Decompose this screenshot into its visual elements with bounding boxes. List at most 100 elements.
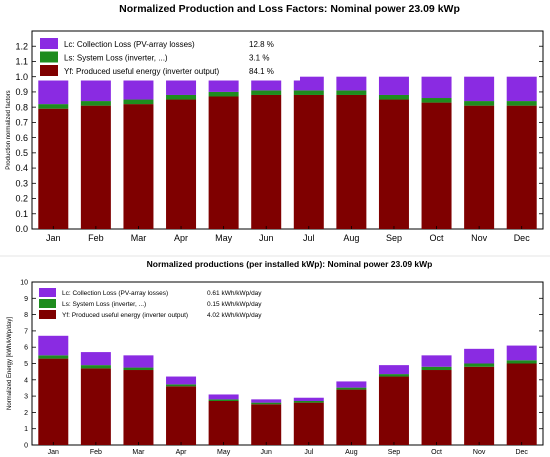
y-tick-label: 0.6 bbox=[15, 133, 28, 143]
legend-swatch bbox=[40, 51, 58, 63]
bar-useful-energy bbox=[506, 363, 537, 445]
x-tick-label: Oct bbox=[430, 233, 445, 243]
bar-useful-energy bbox=[208, 400, 239, 445]
y-tick-label: 1.2 bbox=[15, 41, 28, 51]
y-tick-label: 1.1 bbox=[15, 57, 28, 67]
bar-collection-loss bbox=[38, 76, 69, 105]
bar-system-loss bbox=[38, 355, 69, 359]
bar-system-loss bbox=[506, 101, 537, 106]
x-tick-label: Mar bbox=[132, 449, 145, 456]
y-tick-label: 0.0 bbox=[15, 224, 28, 234]
legend-swatch bbox=[39, 310, 56, 319]
legend-value: 84.1 % bbox=[249, 67, 274, 76]
y-tick-label: 1 bbox=[24, 426, 28, 433]
bar-system-loss bbox=[378, 374, 409, 377]
x-tick-label: Dec bbox=[514, 233, 531, 243]
bar-useful-energy bbox=[166, 99, 197, 230]
legend-label: Ls: System Loss (inverter, ...) bbox=[64, 54, 168, 63]
bar-system-loss bbox=[80, 101, 111, 106]
bar-useful-energy bbox=[293, 402, 324, 445]
x-tick-label: Jan bbox=[48, 449, 59, 456]
bar-collection-loss bbox=[336, 381, 367, 388]
x-tick-label: Apr bbox=[176, 449, 188, 456]
bar-useful-energy bbox=[80, 105, 111, 229]
x-tick-label: May bbox=[215, 233, 233, 243]
bar-collection-loss bbox=[421, 76, 452, 99]
x-tick-label: Jul bbox=[303, 233, 315, 243]
legend-value: 3.1 % bbox=[249, 54, 269, 63]
legend-label: Yf: Produced useful energy (inverter out… bbox=[64, 67, 220, 76]
bar-useful-energy bbox=[293, 94, 324, 229]
bar-collection-loss bbox=[336, 76, 367, 91]
legend-label: Yf: Produced useful energy (inverter out… bbox=[62, 312, 188, 319]
y-tick-label: 6 bbox=[24, 345, 28, 352]
bar-system-loss bbox=[38, 104, 69, 109]
y-tick-label: 0.3 bbox=[15, 178, 28, 188]
bar-useful-energy bbox=[421, 102, 452, 229]
y-tick-label: 3 bbox=[24, 394, 28, 401]
bar-collection-loss bbox=[80, 352, 111, 366]
y-tick-label: 9 bbox=[24, 296, 28, 303]
x-tick-label: Jun bbox=[261, 449, 272, 456]
x-tick-label: Oct bbox=[431, 449, 442, 456]
bar-system-loss bbox=[421, 98, 452, 103]
bar-system-loss bbox=[464, 101, 495, 106]
y-tick-label: 0.2 bbox=[15, 194, 28, 204]
bar-system-loss bbox=[123, 99, 154, 105]
bar-useful-energy bbox=[38, 358, 69, 445]
bar-useful-energy bbox=[464, 366, 495, 445]
legend-label: Lc: Collection Loss (PV-array losses) bbox=[62, 290, 168, 297]
bar-useful-energy bbox=[166, 386, 197, 445]
y-tick-label: 7 bbox=[24, 328, 28, 335]
x-tick-label: Aug bbox=[343, 233, 359, 243]
x-tick-label: Mar bbox=[131, 233, 147, 243]
bar-collection-loss bbox=[123, 76, 154, 100]
y-tick-label: 10 bbox=[20, 279, 28, 286]
bar-collection-loss bbox=[421, 355, 452, 367]
bar-system-loss bbox=[251, 402, 282, 405]
bar-useful-energy bbox=[421, 370, 452, 445]
bar-collection-loss bbox=[464, 348, 495, 364]
bar-collection-loss bbox=[251, 399, 282, 403]
x-tick-label: Sep bbox=[388, 449, 401, 456]
bar-collection-loss bbox=[123, 355, 154, 368]
y-tick-label: 4 bbox=[24, 377, 28, 384]
bar-useful-energy bbox=[336, 94, 367, 229]
bar-system-loss bbox=[166, 94, 197, 100]
legend-swatch bbox=[39, 288, 56, 297]
bar-collection-loss bbox=[464, 76, 495, 102]
bar-system-loss bbox=[421, 366, 452, 371]
bar-system-loss bbox=[464, 363, 495, 367]
bar-useful-energy bbox=[506, 105, 537, 229]
legend-box bbox=[38, 36, 300, 81]
bar-system-loss bbox=[251, 90, 282, 95]
bar-system-loss bbox=[336, 90, 367, 95]
chart-title: Normalized productions (per installed kW… bbox=[147, 259, 433, 269]
x-tick-label: Apr bbox=[174, 233, 188, 243]
y-tick-label: 2 bbox=[24, 410, 28, 417]
legend-swatch bbox=[40, 65, 58, 76]
x-tick-label: May bbox=[217, 449, 231, 456]
legend-value: 0.61 kWh/kWp/day bbox=[207, 290, 262, 297]
x-tick-label: Jul bbox=[304, 449, 313, 456]
x-tick-label: Jun bbox=[259, 233, 274, 243]
y-tick-label: 0 bbox=[24, 442, 28, 449]
bar-system-loss bbox=[166, 384, 197, 387]
chart-1: Normalized Production and Loss Factors: … bbox=[6, 3, 544, 243]
plot-frame bbox=[31, 30, 544, 230]
bar-useful-energy bbox=[123, 370, 154, 445]
y-tick-label: 5 bbox=[24, 361, 28, 368]
chart-title: Normalized Production and Loss Factors: … bbox=[119, 3, 460, 15]
bar-useful-energy bbox=[38, 108, 69, 229]
y-tick-label: 0.8 bbox=[15, 102, 28, 112]
x-tick-label: Nov bbox=[473, 449, 486, 456]
bar-useful-energy bbox=[80, 368, 111, 445]
bar-system-loss bbox=[293, 400, 324, 403]
bar-collection-loss bbox=[166, 76, 197, 95]
legend-swatch bbox=[40, 38, 58, 49]
y-tick-label: 1.0 bbox=[15, 72, 28, 82]
bar-useful-energy bbox=[378, 376, 409, 445]
x-tick-label: Jan bbox=[46, 233, 61, 243]
bar-collection-loss bbox=[293, 76, 324, 91]
bar-collection-loss bbox=[208, 394, 239, 400]
